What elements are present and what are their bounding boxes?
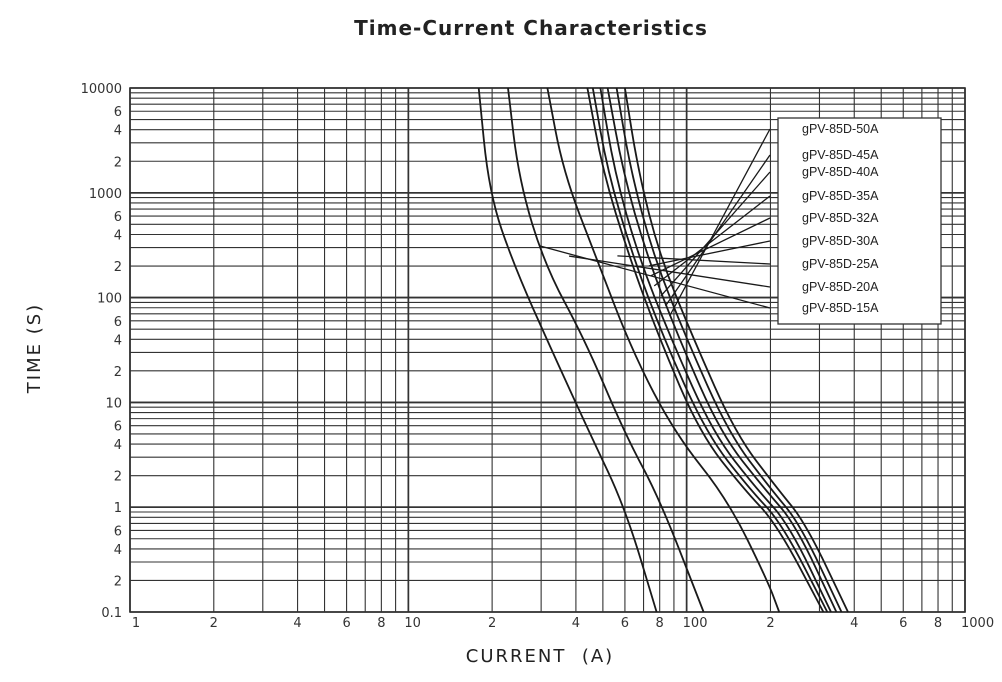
y-tick-label: 6 (114, 210, 122, 225)
legend-entry: gPV-85D-20A (802, 280, 879, 294)
x-tick-label: 1000 (961, 616, 994, 631)
curves (477, 87, 849, 613)
x-tick-label: 100 (683, 616, 708, 631)
y-tick-label: 2 (114, 574, 122, 589)
y-tick-label: 2 (114, 365, 122, 380)
x-tick-label: 10 (404, 616, 421, 631)
curve-gpv-85d-40a (606, 87, 838, 613)
y-tick-label: 6 (114, 524, 122, 539)
legend-leader-line (669, 128, 771, 317)
curve-gpv-85d-45a (615, 87, 843, 613)
x-tick-label: 8 (934, 616, 942, 631)
legend-entry: gPV-85D-45A (802, 148, 879, 162)
x-tick-label: 1 (132, 616, 140, 631)
chart-title: Time-Current Characteristics (354, 16, 708, 40)
legend-entry: gPV-85D-35A (802, 189, 879, 203)
y-tick-label: 4 (114, 124, 122, 139)
x-tick-label: 4 (850, 616, 858, 631)
y-tick-label: 10 (105, 396, 122, 411)
y-tick-label: 4 (114, 333, 122, 348)
x-tick-label: 2 (210, 616, 218, 631)
legend-box (777, 117, 942, 325)
x-axis-label: CURRENT (A) (466, 646, 614, 667)
legend-leader-line (648, 240, 771, 267)
x-tick-label: 8 (377, 616, 385, 631)
x-tick-label: 8 (656, 616, 664, 631)
y-axis-label: TIME (S) (24, 303, 45, 394)
legend-entry: gPV-85D-25A (802, 257, 879, 271)
legend: gPV-85D-50A gPV-85D-45A gPV-85D-40A gPV-85D… (539, 117, 942, 325)
curve-gpv-85d-35a (599, 87, 832, 613)
x-tick-label: 2 (488, 616, 496, 631)
legend-entry: gPV-85D-30A (802, 234, 879, 248)
legend-leader-line (617, 255, 771, 265)
x-tick-label: 6 (621, 616, 629, 631)
y-tick-label: 4 (114, 543, 122, 558)
y-tick-label: 100 (97, 292, 122, 307)
x-tick-label: 4 (293, 616, 301, 631)
x-tick-label: 6 (899, 616, 907, 631)
y-tick-label: 6 (114, 420, 122, 435)
y-tick-label: 1 (114, 501, 122, 516)
y-tick-label: 4 (114, 438, 122, 453)
y-tick-label: 2 (114, 470, 122, 485)
y-tick-label: 2 (114, 155, 122, 170)
legend-entry: gPV-85D-15A (802, 301, 879, 315)
curve-gpv-85d-30a (586, 87, 825, 613)
legend-entry: gPV-85D-32A (802, 211, 879, 225)
y-tick-label: 2 (114, 260, 122, 275)
y-tick-label: 6 (114, 105, 122, 120)
y-tick-label: 1000 (89, 187, 122, 202)
legend-leader-line (568, 255, 771, 288)
curve-gpv-85d-15a (477, 87, 658, 613)
legend-leader-line (653, 195, 771, 287)
legend-leader-line (539, 245, 771, 309)
curve-gpv-85d-25a (546, 87, 781, 613)
legend-leader-line (660, 171, 771, 297)
x-tick-label: 2 (766, 616, 774, 631)
y-tick-label: 10000 (81, 82, 122, 97)
x-tick-label: 6 (342, 616, 350, 631)
legend-leader-line (650, 217, 771, 277)
y-tick-labels: 0.1 2 4 6 1 2 4 6 10 2 4 6 100 2 4 6 1000 2 4 6 10000 (81, 82, 122, 621)
legend-entry: gPV-85D-50A (802, 122, 879, 136)
y-tick-label: 0.1 (101, 606, 122, 621)
curve-gpv-85d-20a (507, 87, 705, 613)
y-tick-label: 6 (114, 315, 122, 330)
x-tick-labels: 1 2 4 6 8 10 2 4 6 8 100 2 4 6 8 1000 (132, 616, 994, 631)
legend-entry: gPV-85D-40A (802, 165, 879, 179)
y-tick-label: 4 (114, 229, 122, 244)
x-tick-label: 4 (572, 616, 580, 631)
curve-gpv-85d-50a (624, 87, 849, 613)
curve-gpv-85d-32a (591, 87, 829, 613)
